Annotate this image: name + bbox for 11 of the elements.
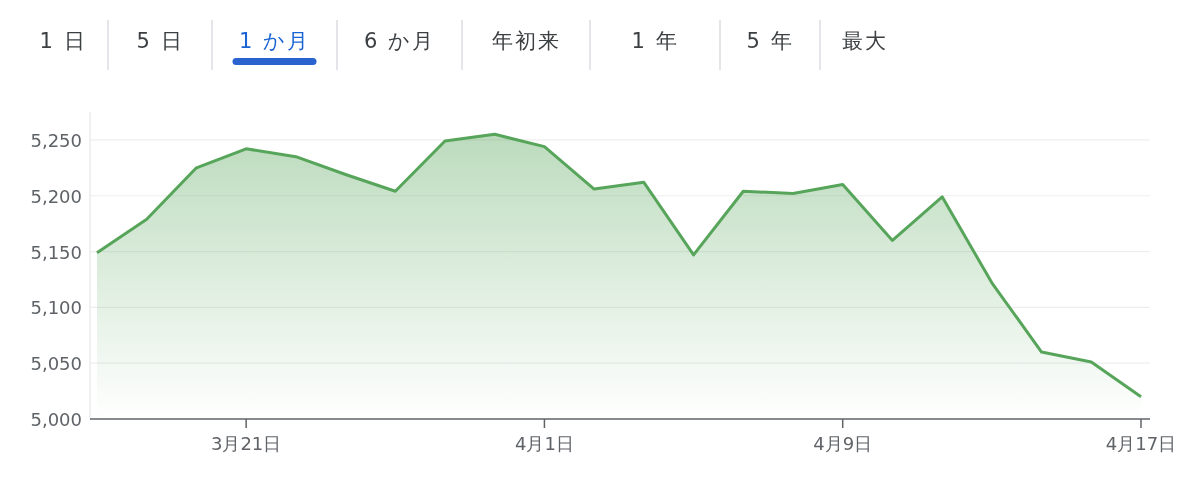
y-tick-label: 5,250	[30, 129, 82, 151]
x-tick-label: 4月9日	[813, 433, 873, 454]
y-tick-label: 5,100	[30, 297, 82, 319]
y-tick-label: 5,150	[30, 241, 82, 263]
y-tick-label: 5,000	[30, 409, 82, 430]
x-tick-label: 3月21日	[210, 433, 282, 454]
range-tabs: 1 日 5 日 1 か月 6 か月 年初来 1 年 5 年 最大	[39, 19, 888, 71]
y-tick-label: 5,050	[30, 353, 82, 375]
y-tick-label: 5,200	[30, 185, 82, 207]
x-tick-label: 4月1日	[514, 433, 574, 454]
x-tick-label: 4月17日	[1105, 433, 1177, 454]
